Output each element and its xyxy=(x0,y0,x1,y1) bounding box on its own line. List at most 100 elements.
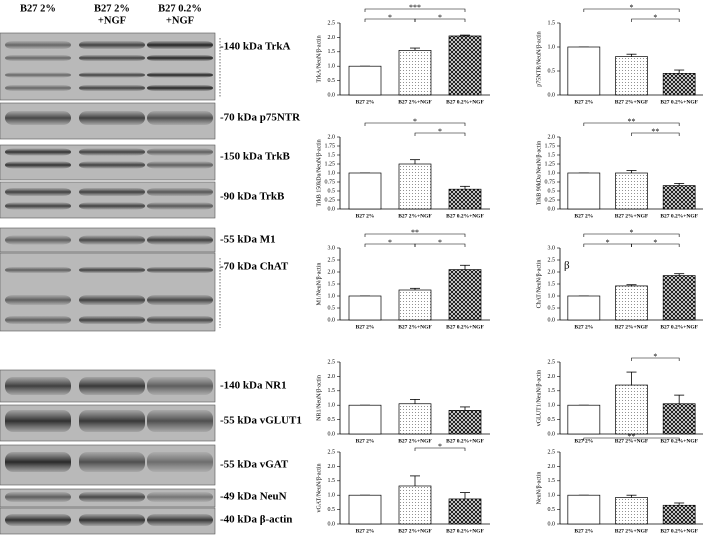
x-tick-label: B27 2%+NGF xyxy=(615,99,649,105)
y-axis-label: NeuN/β-actin xyxy=(536,472,542,505)
x-tick-label: B27 2%+NGF xyxy=(398,99,432,105)
blot-band xyxy=(5,492,71,502)
bar xyxy=(448,269,482,321)
y-tick-label: 1.5 xyxy=(328,478,336,484)
blot-band xyxy=(5,161,71,169)
blot-label: -140 kDa TrkA xyxy=(220,41,291,53)
y-tick-label: 0.0 xyxy=(548,206,556,212)
y-tick-label: 1.0 xyxy=(548,170,556,176)
blot-band xyxy=(5,41,71,49)
y-tick-label: 0.5 xyxy=(328,507,336,513)
blot-label: -70 kDa ChAT xyxy=(220,261,289,273)
significance-bracket xyxy=(583,8,680,12)
x-tick-label: B27 2% xyxy=(356,213,375,219)
y-tick-label: 1.5 xyxy=(548,478,556,484)
y-tick-label: 0.0 xyxy=(548,431,556,437)
y-tick-label: 2.0 xyxy=(328,269,336,275)
y-tick-label: 0.5 xyxy=(548,188,556,194)
significance-bracket xyxy=(583,122,680,126)
y-tick-label: 2.0 xyxy=(548,269,556,275)
x-tick-label: B27 0.2%+NGF xyxy=(660,213,698,219)
y-tick-label: 0.75 xyxy=(545,179,556,185)
significance-label: * xyxy=(388,13,392,22)
blot-band xyxy=(147,161,213,169)
y-tick-label: 0.5 xyxy=(328,188,336,194)
blot-label: -55 kDa vGAT xyxy=(220,459,289,471)
blot-band xyxy=(79,41,145,49)
x-tick-label: B27 2%+NGF xyxy=(615,528,649,534)
blot-band xyxy=(5,111,71,125)
bar xyxy=(567,404,601,435)
significance-label: * xyxy=(413,117,417,126)
significance-label: * xyxy=(630,3,634,12)
y-tick-label: 1.0 xyxy=(328,493,336,499)
bar xyxy=(448,188,482,210)
bar xyxy=(448,35,482,96)
bar xyxy=(615,384,648,435)
blot-band xyxy=(147,514,213,526)
y-tick-label: 0.5 xyxy=(548,507,556,513)
blot-band xyxy=(79,492,145,502)
y-tick-label: 1.0 xyxy=(548,493,556,499)
y-tick-label: 0.0 xyxy=(328,521,336,527)
blot-band xyxy=(5,514,71,526)
blot-label: -90 kDa TrkB xyxy=(220,191,285,203)
blot-band xyxy=(147,295,213,305)
x-tick-label: B27 0.2%+NGF xyxy=(660,324,698,330)
y-tick-label: 0.5 xyxy=(548,417,556,423)
significance-bracket xyxy=(414,447,466,451)
bar xyxy=(348,404,382,435)
y-tick-label: 0.0 xyxy=(548,521,556,527)
x-tick-label: B27 2% xyxy=(574,528,593,534)
significance-label: ** xyxy=(651,127,659,136)
y-tick-label: 0.0 xyxy=(328,317,336,323)
lane-header: +NGF xyxy=(166,15,194,26)
x-tick-label: B27 2% xyxy=(356,324,375,330)
y-tick-label: 0.5 xyxy=(328,417,336,423)
blot-band xyxy=(147,41,213,49)
significance-bracket xyxy=(414,243,466,247)
blot-band xyxy=(5,55,71,61)
bar xyxy=(662,185,696,210)
y-tick-label: 2.0 xyxy=(328,374,336,380)
blot-band xyxy=(79,514,145,526)
blot-band xyxy=(5,188,71,196)
y-tick-label: 0.0 xyxy=(328,431,336,437)
blot-band xyxy=(79,188,145,196)
bar xyxy=(398,403,432,435)
y-tick-label: 1.5 xyxy=(548,20,556,26)
bar xyxy=(615,285,648,321)
bar xyxy=(662,275,696,321)
blot-band xyxy=(79,235,145,245)
bar xyxy=(662,403,696,435)
bar xyxy=(567,494,601,525)
y-tick-label: 0.0 xyxy=(548,92,556,98)
bar xyxy=(567,295,601,321)
y-tick-label: 1.0 xyxy=(548,293,556,299)
y-tick-label: 1.0 xyxy=(548,403,556,409)
y-tick-label: 1.25 xyxy=(545,161,556,167)
y-tick-label: 2.5 xyxy=(328,449,336,455)
bar xyxy=(448,410,482,435)
y-tick-label: 1.0 xyxy=(548,44,556,50)
x-tick-label: B27 2% xyxy=(574,438,593,444)
blot-band xyxy=(79,55,145,61)
bar xyxy=(348,172,382,210)
bar xyxy=(398,289,432,321)
y-axis-label: M1/NeuN/β-actin xyxy=(316,263,322,306)
y-tick-label: 0.25 xyxy=(545,197,556,203)
lane-header: B27 2% xyxy=(94,3,130,14)
x-tick-label: B27 2% xyxy=(356,528,375,534)
blot xyxy=(0,181,216,219)
blot-label: -70 kDa p75NTR xyxy=(220,112,301,124)
blot-band xyxy=(147,492,213,502)
y-tick-label: 0.75 xyxy=(325,179,336,185)
y-axis-label: vGLUT1/NeuN/β-actin xyxy=(536,370,542,426)
blot-band xyxy=(5,295,71,305)
y-tick-label: 1.0 xyxy=(328,64,336,70)
bar xyxy=(662,504,696,525)
x-tick-label: B27 2%+NGF xyxy=(615,213,649,219)
x-tick-label: B27 0.2%+NGF xyxy=(660,438,698,444)
y-tick-label: 1.5 xyxy=(328,152,336,158)
